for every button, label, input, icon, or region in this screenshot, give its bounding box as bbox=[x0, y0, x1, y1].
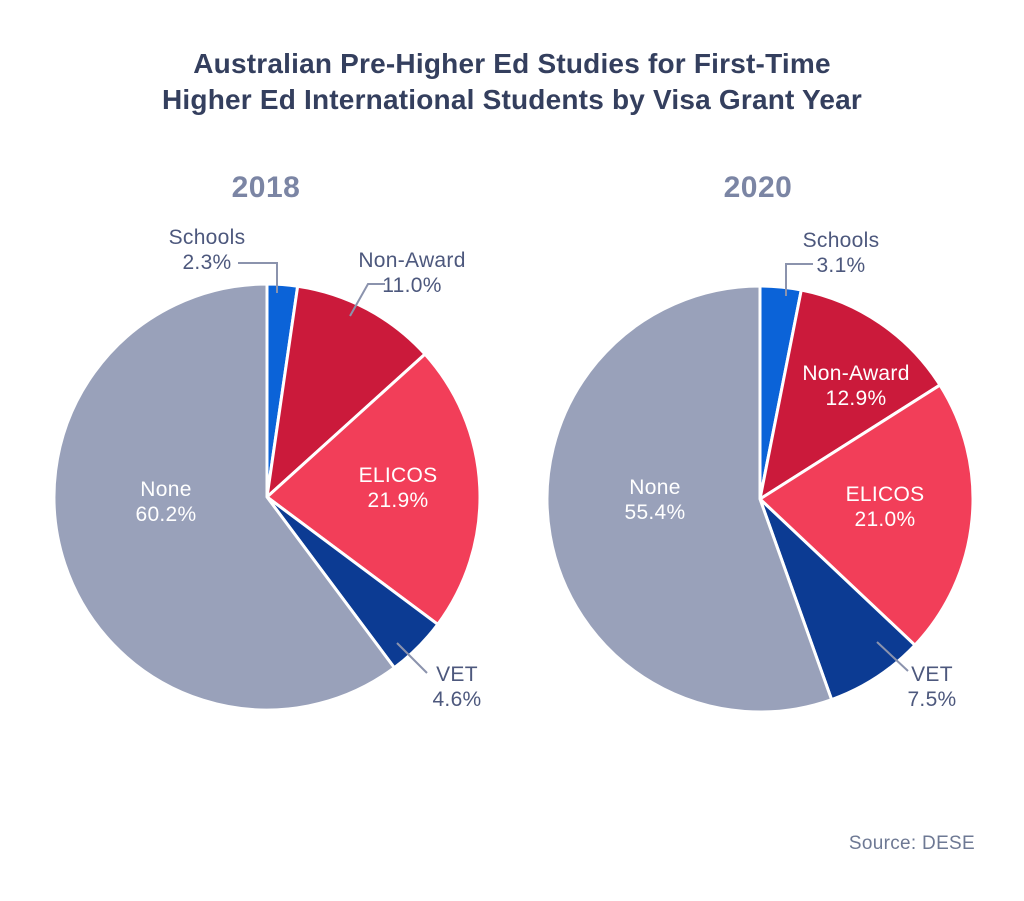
slice-label-2020-elicos-name: ELICOS bbox=[846, 483, 925, 506]
slice-label-2020-none-value: 55.4% bbox=[624, 501, 685, 524]
slice-label-2018-vet-name: VET bbox=[436, 663, 478, 686]
slice-label-2020-non-award-value: 12.9% bbox=[825, 387, 886, 410]
slice-label-2020-schools-name: Schools bbox=[803, 229, 880, 252]
slice-label-2018-schools-name: Schools bbox=[169, 226, 246, 249]
slice-label-2018-non-award-value: 11.0% bbox=[382, 274, 442, 297]
slice-label-2020-vet-name: VET bbox=[911, 663, 953, 686]
pie-slice-2020-none bbox=[545, 284, 834, 714]
slice-label-2018-none-name: None bbox=[140, 478, 191, 501]
chart-title-line2: Higher Ed International Students by Visa… bbox=[161, 84, 862, 115]
pie-slice-2018-elicos bbox=[265, 352, 482, 626]
pie-slice-2020-non-award bbox=[758, 288, 942, 501]
slice-label-2020-schools-value: 3.1% bbox=[816, 254, 865, 277]
slice-label-2018-elicos-value: 21.9% bbox=[367, 489, 428, 512]
pie-slice-2020-vet bbox=[758, 497, 917, 702]
slice-label-2020-none-name: None bbox=[629, 476, 680, 499]
pie-slice-2018-non-award bbox=[265, 284, 427, 499]
source-note: Source: DESE bbox=[848, 833, 975, 854]
chart-title: Australian Pre-Higher Ed Studies for Fir… bbox=[0, 46, 1024, 118]
leader-line-2020-schools bbox=[785, 263, 813, 296]
year-label-2020: 2020 bbox=[723, 171, 793, 204]
slice-label-2020-non-award-name: Non-Award bbox=[802, 362, 909, 385]
slice-label-2018-none-value: 60.2% bbox=[135, 503, 196, 526]
chart-title-line1: Australian Pre-Higher Ed Studies for Fir… bbox=[193, 48, 831, 79]
slice-label-2020-vet-value: 7.5% bbox=[907, 688, 956, 711]
slice-label-2020-elicos-value: 21.0% bbox=[854, 508, 915, 531]
slice-label-2018-elicos-name: ELICOS bbox=[359, 464, 438, 487]
pie-slice-2020-elicos bbox=[758, 383, 975, 647]
year-label-2018: 2018 bbox=[231, 171, 301, 204]
leader-line-2018-schools bbox=[238, 262, 278, 293]
leader-line-2020-vet bbox=[876, 641, 909, 672]
leader-line-2018-vet bbox=[396, 642, 428, 674]
pie-slice-2018-none bbox=[52, 282, 396, 712]
slice-label-2018-non-award-name: Non-Award bbox=[358, 249, 465, 272]
leader-line-2018-non-award bbox=[349, 283, 385, 317]
slice-label-2018-vet-value: 4.6% bbox=[432, 688, 481, 711]
slice-label-2018-schools-value: 2.3% bbox=[182, 251, 231, 274]
